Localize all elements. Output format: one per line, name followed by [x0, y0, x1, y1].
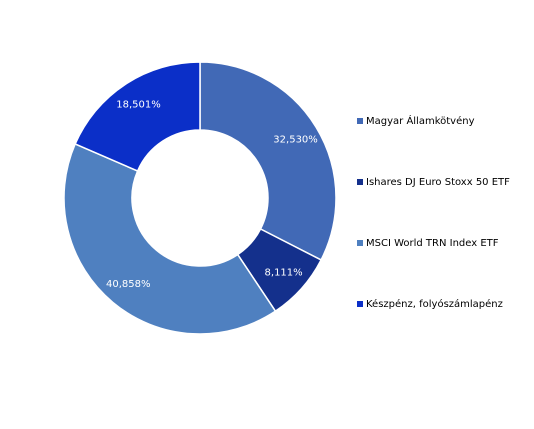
legend-marker — [357, 240, 363, 246]
data-label: 32,530% — [273, 135, 318, 146]
data-label: 8,111% — [265, 268, 303, 279]
legend-label: MSCI World TRN Index ETF — [366, 238, 499, 249]
legend-marker — [357, 301, 363, 307]
slice — [74, 61, 201, 172]
data-label: 18,501% — [116, 99, 161, 110]
slice — [63, 143, 277, 335]
slice — [199, 61, 337, 261]
legend-label: Magyar Államkötvény — [366, 114, 475, 127]
legend-label: Ishares DJ Euro Stoxx 50 ETF — [366, 177, 510, 188]
data-label: 40,858% — [106, 279, 151, 290]
legend-label: Készpénz, folyószámlapénz — [366, 298, 503, 310]
legend-marker — [357, 118, 363, 124]
legend-marker — [357, 179, 363, 185]
